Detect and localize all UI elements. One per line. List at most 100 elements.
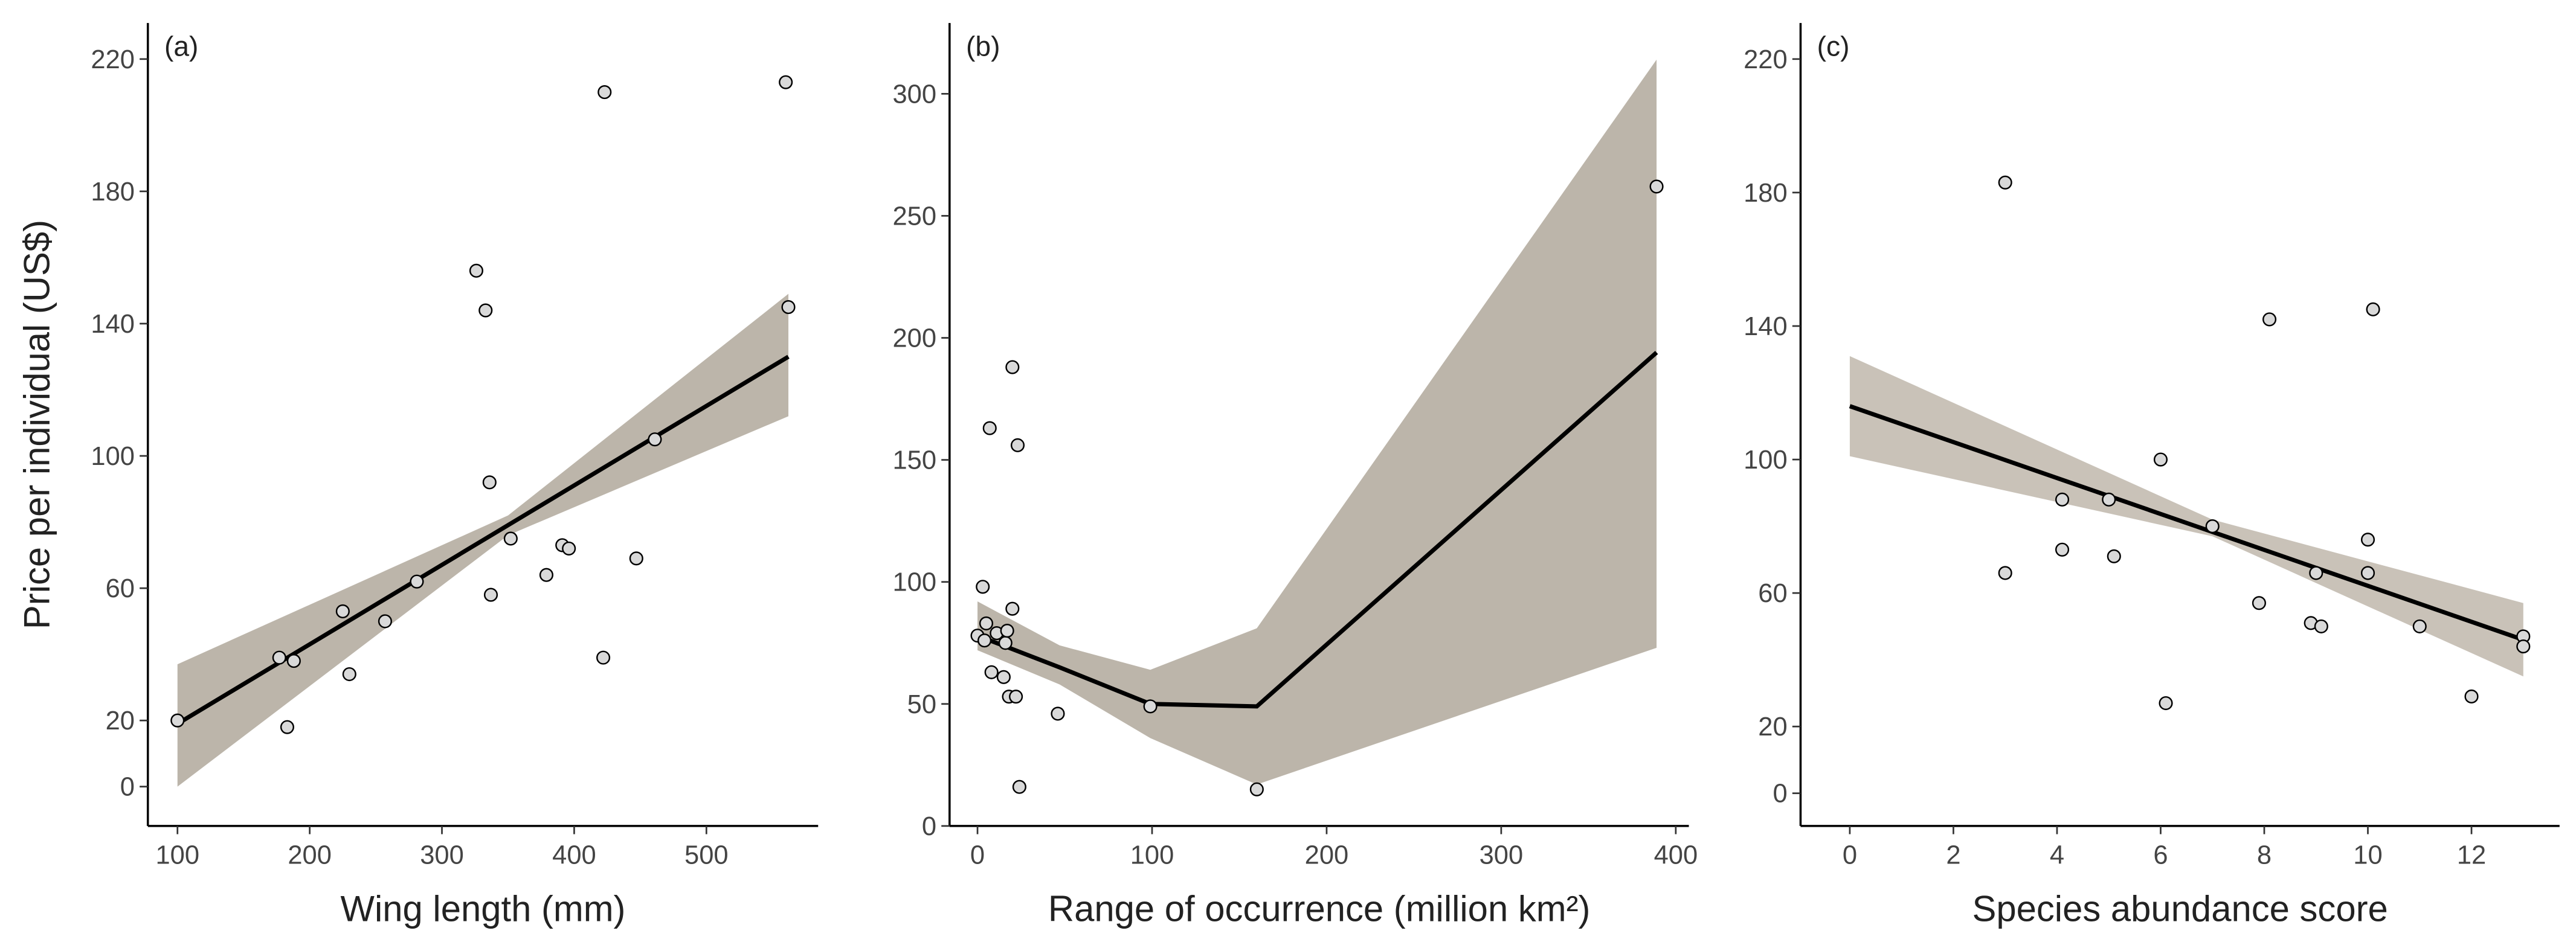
data-point bbox=[2309, 566, 2323, 580]
data-point bbox=[2412, 619, 2427, 633]
panel-label: (b) bbox=[966, 31, 1000, 62]
x-axis-title: Wing length (mm) bbox=[341, 889, 626, 929]
x-tick-label: 300 bbox=[1480, 841, 1524, 870]
y-tick-label: 220 bbox=[91, 45, 135, 74]
data-point bbox=[272, 650, 286, 665]
data-point bbox=[286, 654, 301, 668]
x-tick-label: 400 bbox=[1654, 841, 1698, 870]
y-tick-label: 180 bbox=[91, 178, 135, 207]
data-point bbox=[482, 475, 497, 490]
data-point bbox=[1010, 438, 1025, 452]
data-point bbox=[503, 531, 518, 546]
y-tick-label: 200 bbox=[892, 324, 936, 353]
data-point bbox=[2262, 312, 2277, 327]
y-tick-label: 20 bbox=[106, 706, 135, 735]
data-point bbox=[280, 720, 295, 734]
data-point bbox=[648, 432, 662, 447]
y-tick-label: 140 bbox=[1744, 312, 1788, 341]
data-point bbox=[629, 551, 643, 566]
x-tick-label: 12 bbox=[2457, 841, 2486, 870]
data-point bbox=[998, 636, 1013, 650]
x-tick-label: 8 bbox=[2257, 841, 2272, 870]
data-point bbox=[596, 650, 611, 665]
data-point bbox=[1005, 601, 1020, 616]
panel-label: (c) bbox=[1817, 31, 1850, 62]
data-point bbox=[1009, 690, 1023, 704]
confidence-band bbox=[977, 59, 1657, 785]
data-point bbox=[2107, 549, 2121, 563]
x-tick-label: 4 bbox=[2050, 841, 2064, 870]
x-tick-label: 100 bbox=[155, 841, 199, 870]
x-tick-label: 400 bbox=[552, 841, 596, 870]
data-point bbox=[2360, 533, 2375, 547]
y-tick-label: 250 bbox=[892, 202, 936, 231]
data-point bbox=[996, 670, 1011, 684]
data-point bbox=[2366, 302, 2380, 316]
data-point bbox=[2102, 492, 2116, 507]
data-point bbox=[2055, 542, 2070, 557]
x-axis-title: Range of occurrence (million km²) bbox=[1048, 889, 1590, 929]
data-point bbox=[2516, 639, 2531, 654]
data-point bbox=[335, 604, 350, 619]
y-tick-label: 100 bbox=[892, 568, 936, 597]
data-point bbox=[562, 541, 576, 556]
data-point bbox=[1005, 360, 1020, 374]
fit-line bbox=[1849, 404, 2524, 642]
data-point bbox=[2153, 452, 2168, 467]
x-tick-label: 0 bbox=[1843, 841, 1857, 870]
y-tick-label: 0 bbox=[922, 812, 936, 841]
fit-line bbox=[176, 354, 790, 726]
x-tick-label: 200 bbox=[1305, 841, 1349, 870]
data-point bbox=[976, 580, 990, 594]
data-point bbox=[2055, 492, 2070, 507]
data-point bbox=[2464, 689, 2479, 704]
data-point bbox=[597, 85, 612, 100]
y-tick-label: 300 bbox=[892, 80, 936, 109]
y-tick-label: 150 bbox=[892, 446, 936, 475]
data-point bbox=[483, 588, 498, 602]
data-point bbox=[539, 568, 554, 582]
data-point bbox=[1649, 179, 1664, 194]
data-point bbox=[170, 713, 185, 728]
data-point bbox=[478, 303, 493, 318]
x-tick-label: 100 bbox=[1130, 841, 1174, 870]
data-point bbox=[469, 263, 484, 278]
y-tick-label: 100 bbox=[1744, 446, 1788, 475]
x-tick-label: 300 bbox=[420, 841, 464, 870]
panel-label: (a) bbox=[164, 31, 199, 62]
data-point bbox=[779, 75, 793, 89]
y-tick-label: 180 bbox=[1744, 179, 1788, 208]
data-point bbox=[977, 633, 992, 648]
data-point bbox=[2159, 696, 2173, 711]
data-point bbox=[2205, 519, 2220, 534]
y-tick-label: 60 bbox=[1758, 579, 1787, 608]
data-point bbox=[982, 421, 997, 435]
y-axis-title: Price per individual (US$) bbox=[17, 220, 57, 629]
x-tick-label: 0 bbox=[970, 841, 985, 870]
data-point bbox=[2314, 619, 2328, 633]
x-tick-label: 500 bbox=[684, 841, 729, 870]
confidence-band bbox=[1849, 356, 2523, 677]
data-point bbox=[1998, 566, 2012, 580]
data-point bbox=[1000, 623, 1014, 638]
y-tick-label: 0 bbox=[1773, 780, 1787, 809]
y-tick-label: 50 bbox=[907, 690, 936, 719]
data-point bbox=[410, 574, 424, 589]
data-point bbox=[979, 616, 994, 630]
data-point bbox=[2252, 596, 2266, 610]
y-tick-label: 220 bbox=[1744, 45, 1788, 74]
y-tick-label: 100 bbox=[91, 442, 135, 471]
data-point bbox=[1051, 706, 1065, 721]
data-point bbox=[1012, 780, 1026, 794]
data-point bbox=[1249, 782, 1264, 796]
data-point bbox=[342, 667, 356, 682]
x-tick-label: 2 bbox=[1946, 841, 1960, 870]
data-point bbox=[781, 300, 796, 315]
x-tick-label: 6 bbox=[2153, 841, 2168, 870]
y-tick-label: 140 bbox=[91, 310, 135, 339]
x-tick-label: 200 bbox=[288, 841, 332, 870]
y-tick-label: 0 bbox=[120, 773, 135, 802]
x-axis-title: Species abundance score bbox=[1972, 889, 2388, 929]
y-tick-label: 60 bbox=[106, 574, 135, 603]
